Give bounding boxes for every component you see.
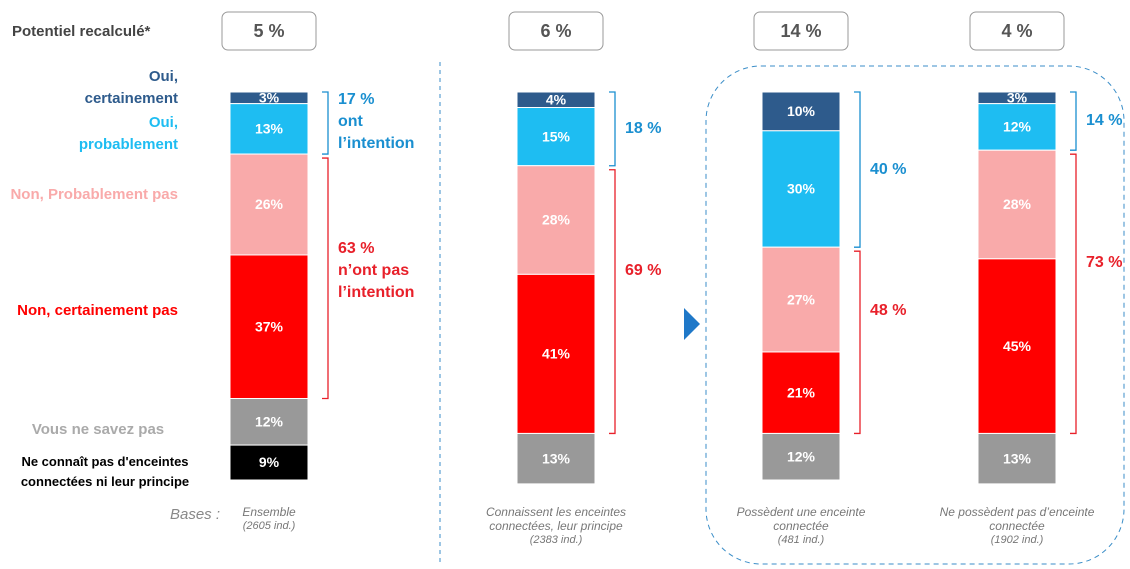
highlight-frame [705,65,1125,565]
value-label: 12% [255,414,284,430]
value-label: 28% [1003,196,1032,212]
bar-segment [761,91,841,132]
legend-label: Non, Probablement pas [10,186,178,203]
bar-segment [229,398,309,446]
value-label: 21% [787,384,816,400]
bracket [854,250,861,435]
base-count: (2605 ind.) [242,520,296,532]
potential-box [753,11,849,51]
base-category: Possèdent une enceinte connectée [736,505,866,533]
arrow [684,308,700,340]
potential-box [221,11,317,51]
bar-segment [516,165,596,275]
value-label: 30% [787,181,816,197]
bar-segment [229,254,309,400]
bar-segment [761,432,841,481]
no-intention-label: 48 % [870,302,907,320]
bar-segment [229,444,309,481]
bar-segment [977,149,1057,260]
value-label: 10% [787,103,816,119]
bar-segment [977,258,1057,434]
bar-segment [761,130,841,248]
potential-label: 5 % [253,21,284,41]
potential-box [508,11,604,51]
bracket [1070,153,1077,435]
legend-label: Oui, probablement [78,114,178,153]
legend-label: Ne connaît pas d'enceintes connectées ni… [20,454,190,489]
base-count: (481 ind.) [777,534,825,546]
value-label: 13% [1003,450,1032,466]
bases-label: Bases : [169,506,220,523]
value-label: 3% [1007,90,1028,106]
no-intention-label: 63 % [338,240,375,258]
intention-label: 40 % [870,160,907,178]
value-label: 12% [787,448,816,464]
value-label: 41% [542,346,571,362]
value-label: 9% [259,454,280,470]
bracket [854,91,861,248]
potential-label: 4 % [1001,21,1032,41]
bracket [609,169,616,435]
value-label: 4% [546,91,567,107]
intention-label: 18 % [625,119,662,137]
intention-label: 14 % [1086,112,1123,130]
bracket [322,157,329,400]
value-label: 13% [542,450,571,466]
bar-segment [761,351,841,434]
value-label: 12% [1003,119,1032,135]
bracket [322,91,329,155]
bar-segment [977,103,1057,151]
bar-segment [229,153,309,256]
potential-label: 6 % [540,21,571,41]
bar-segment [977,432,1057,485]
legend-label: Oui, certainement [84,68,178,107]
bar-segment [516,107,596,167]
bar-segment [761,246,841,353]
base-count: (1902 ind.) [990,534,1044,546]
base-count: (2383 ind.) [529,534,583,546]
intention-text: ont l’intention [338,113,415,152]
legend-label: Vous ne savez pas [31,421,165,438]
bar-segment [516,273,596,434]
value-label: 13% [255,121,284,137]
base-category: Ensemble [242,505,296,519]
chart-title: Potentiel recalculé* [12,23,151,40]
potential-box [969,11,1065,51]
bar-segment [516,432,596,485]
legend-label: Non, certainement pas [17,302,178,319]
value-label: 27% [787,291,816,307]
base-category: Ne possèdent pas d’enceinte connectée [939,505,1095,533]
no-intention-label: 69 % [625,261,662,279]
base-category: Connaissent les enceintes connectées, le… [485,505,627,533]
potential-label: 14 % [780,21,821,41]
no-intention-label: 73 % [1086,253,1123,271]
value-label: 28% [542,212,571,228]
value-label: 3% [259,90,280,106]
no-intention-text: n’ont pas l’intention [338,262,415,302]
value-label: 37% [255,318,284,334]
bracket [609,91,616,167]
value-label: 15% [542,128,571,144]
value-label: 26% [255,196,284,212]
bracket [1070,91,1077,151]
value-label: 45% [1003,338,1032,354]
intention-label: 17 % [338,91,375,108]
